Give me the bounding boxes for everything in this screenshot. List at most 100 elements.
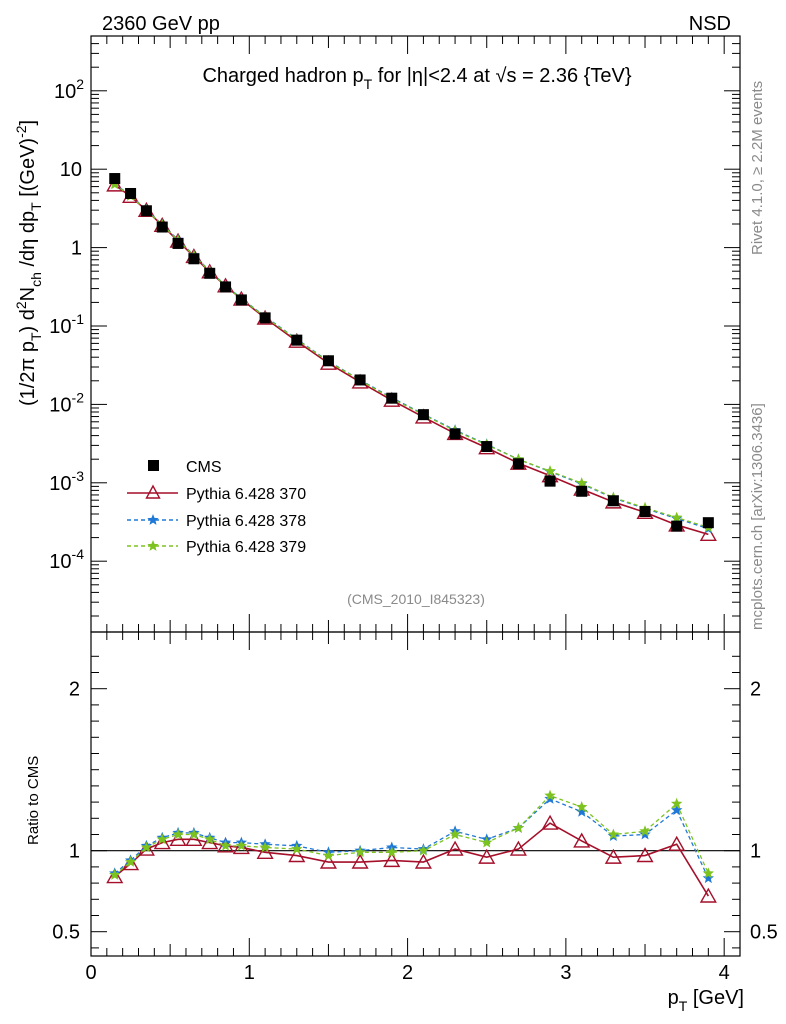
header-energy-label: 2360 GeV pp <box>102 13 220 35</box>
x-tick-label: 1 <box>244 962 255 984</box>
main-cms-point <box>639 506 651 518</box>
legend-379-label: Pythia 6.428 379 <box>186 539 306 556</box>
main-y-tick-label: 10-1 <box>49 311 84 338</box>
main-cms-point <box>702 517 714 529</box>
ratio-pythia-6-428-379-point <box>512 822 525 833</box>
ratio-pythia-6-428-379-point <box>219 839 232 851</box>
x-tick-label: 4 <box>719 962 730 984</box>
main-cms-point <box>449 428 461 440</box>
main-cms-point <box>671 520 683 532</box>
ratio-pythia-6-428-379-point <box>259 841 271 853</box>
ratio-pythia-6-428-379-point <box>386 846 398 858</box>
ratio-pythia-6-428-370-point <box>414 853 432 869</box>
main-pythia-6-428-379-point <box>671 511 683 523</box>
ratio-pythia-6-428-379-point <box>322 849 335 861</box>
ratio-pythia-6-428-378-point <box>639 828 651 840</box>
x-tick-label: 3 <box>560 962 571 984</box>
ratio-y-tick-label: 2 <box>69 679 80 701</box>
main-cms-point <box>481 441 493 453</box>
main-cms-point <box>235 294 247 306</box>
main-series <box>106 173 717 542</box>
legend-370-label: Pythia 6.428 370 <box>186 486 306 503</box>
ratio-pythia-6-428-379-point <box>235 839 248 851</box>
ratio-pythia-6-428-378-point <box>702 872 714 884</box>
plot-title: Charged hadron pT for |η|<2.4 at √s = 2.… <box>202 65 631 92</box>
main-cms-point <box>109 173 121 185</box>
ratio-pythia-6-428-379-point <box>140 841 153 853</box>
ratio-pythia-6-428-378-point <box>544 792 556 804</box>
x-axis-label: pT [GeV] <box>668 987 744 1014</box>
ratio-y-tick-label: 1 <box>69 841 80 863</box>
main-cms-point <box>204 267 216 279</box>
ratio-pythia-6-428-379-point <box>544 789 556 801</box>
ratio-pythia-6-428-370-point <box>319 853 337 869</box>
main-cms-point <box>125 187 137 199</box>
ratio-y-tick-label-right: 2 <box>750 679 761 701</box>
ratio-pythia-6-428-379-point <box>607 828 620 840</box>
main-cms-point <box>386 392 398 404</box>
legend-378-star <box>147 514 159 525</box>
main-pythia-6-428-370-point <box>699 525 717 542</box>
main-cms-point <box>188 253 200 265</box>
ratio-pythia-6-428-370-point <box>351 853 369 869</box>
ratio-pythia-6-428-370-point <box>288 847 306 863</box>
ratio-pythia-6-428-370-point <box>383 852 401 868</box>
main-y-tick-label: 10-2 <box>49 389 84 416</box>
header-process-label: NSD <box>689 13 731 35</box>
ratio-pythia-6-428-379-point <box>156 833 168 845</box>
ratio-pythia-6-428-379-point <box>188 828 200 840</box>
ratio-y-tick-label-right: 0.5 <box>750 922 778 944</box>
ratio-pythia-6-428-370-point <box>604 848 622 864</box>
main-y-axis-label: (1/2π pT) d2Nch /dη dpT [(GeV)-2] <box>13 120 44 406</box>
mcplots-reference-label: mcplots.cern.ch [arXiv:1306.3436] <box>749 403 766 630</box>
main-cms-point <box>291 334 303 346</box>
ratio-y-tick-label: 0.5 <box>52 922 80 944</box>
legend-378-label: Pythia 6.428 378 <box>186 513 306 530</box>
ratio-y-tick-label-right: 1 <box>750 841 761 863</box>
main-cms-point <box>220 281 232 293</box>
ratio-pythia-6-428-379-point <box>204 833 216 845</box>
ratio-pythia-6-428-379-point <box>576 801 588 812</box>
main-cms-point <box>607 495 619 507</box>
main-cms-point <box>259 312 271 324</box>
x-tick-label: 2 <box>402 962 413 984</box>
main-y-tick-label: 10 <box>60 159 82 181</box>
ratio-pythia-6-428-379-point <box>124 856 137 867</box>
ratio-pythia-6-428-370-point <box>185 830 203 847</box>
ratio-pythia-6-428-370-point <box>446 840 464 856</box>
main-cms-point <box>156 221 168 233</box>
main-pythia-6-428-379-line <box>114 183 709 529</box>
ratio-pythia-6-428-370-point <box>478 848 496 864</box>
main-cms-point <box>172 237 184 249</box>
main-y-tick-label: 10-4 <box>49 546 84 573</box>
ratio-pythia-6-428-379-point <box>109 869 121 880</box>
ratio-pythia-6-428-370-point <box>153 834 171 850</box>
main-pythia-6-428-378-line <box>114 183 709 530</box>
ratio-pythia-6-428-370-point <box>636 847 654 863</box>
ratio-pythia-6-428-370-point <box>541 814 559 830</box>
legend-378-marker <box>147 514 159 525</box>
main-axes: 10-4 10-3 10-2 10-1 1 10 102 <box>49 35 740 632</box>
ratio-pythia-6-428-379-point <box>291 843 303 854</box>
ratio-pythia-6-428-379-point <box>702 867 714 879</box>
legend-370-marker <box>145 484 161 499</box>
ratio-series <box>106 789 717 903</box>
ratio-pythia-6-428-378-point <box>576 805 588 817</box>
ratio-pythia-6-428-370-point <box>668 835 686 851</box>
legend-cms-marker <box>148 460 159 471</box>
main-pythia-6-428-379-point <box>576 477 588 488</box>
main-y-tick-label: 102 <box>54 76 84 103</box>
ratio-y-axis-label: Ratio to CMS <box>25 756 42 845</box>
main-cms-point <box>417 409 429 421</box>
ratio-pythia-6-428-379-point <box>449 828 461 840</box>
ratio-pythia-6-428-378-point <box>671 804 683 816</box>
ratio-pythia-6-428-370-point <box>201 834 219 850</box>
ratio-pythia-6-428-379-point <box>172 828 184 840</box>
ratio-pythia-6-428-370-point <box>256 843 274 859</box>
ratio-pythia-6-428-379-point <box>354 846 366 858</box>
ratio-plot-frame <box>90 631 741 957</box>
ratio-pythia-6-428-370-point <box>573 832 591 848</box>
ratio-pythia-6-428-378-line <box>114 798 709 879</box>
main-cms-point <box>140 205 152 217</box>
